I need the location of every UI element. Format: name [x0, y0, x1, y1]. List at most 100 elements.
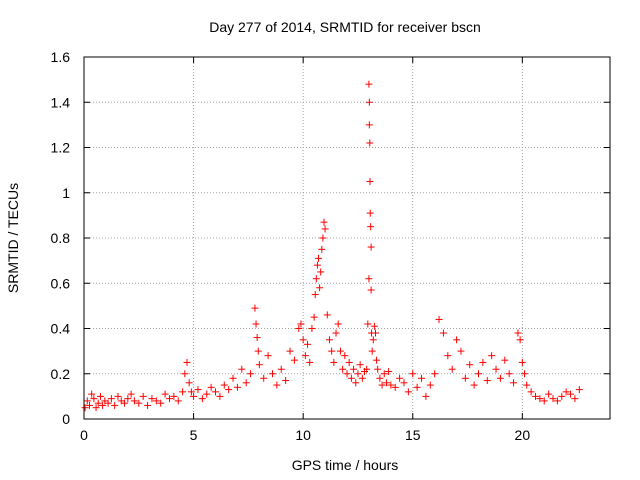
data-point [488, 352, 496, 360]
data-point [496, 374, 504, 382]
data-point [514, 329, 522, 337]
data-point [475, 370, 482, 378]
data-point [444, 352, 452, 360]
data-point [516, 336, 524, 344]
data-point [431, 370, 439, 378]
data-point [325, 336, 333, 344]
data-point [400, 379, 408, 387]
data-point [553, 397, 561, 405]
data-point [183, 358, 191, 366]
data-point [161, 390, 169, 398]
data-point [571, 395, 579, 403]
x-tick-label: 15 [405, 427, 421, 443]
data-point [229, 374, 237, 382]
data-point [190, 392, 198, 400]
data-point [315, 254, 323, 262]
data-point [562, 388, 570, 396]
data-point [185, 379, 193, 387]
y-tick-label: 1.6 [51, 49, 71, 65]
data-point [365, 80, 373, 88]
data-point [518, 358, 526, 366]
y-tick-label: 0.4 [51, 321, 71, 337]
data-point [148, 395, 156, 403]
x-tick-label: 5 [190, 427, 198, 443]
data-point [255, 361, 263, 369]
data-point [320, 218, 328, 226]
data-point [435, 315, 443, 323]
data-point [220, 381, 228, 389]
data-point [321, 225, 329, 233]
x-tick-label: 0 [80, 427, 88, 443]
data-point [144, 401, 152, 409]
data-point [174, 397, 182, 405]
data-point [313, 261, 321, 269]
data-point [510, 379, 518, 387]
data-point [81, 404, 89, 412]
data-point [391, 383, 399, 391]
data-point [83, 397, 91, 405]
y-tick-label: 0.6 [51, 275, 71, 291]
data-point [251, 304, 259, 312]
x-tick-label: 10 [295, 427, 311, 443]
data-point [268, 370, 276, 378]
data-point [207, 383, 215, 391]
data-point [521, 370, 529, 378]
data-point [374, 365, 382, 373]
data-point [301, 352, 309, 360]
y-tick-label: 0.2 [51, 366, 71, 382]
data-point [365, 275, 373, 283]
data-point [336, 347, 344, 355]
data-point [422, 392, 430, 400]
data-points [81, 80, 583, 412]
data-point [341, 352, 349, 360]
data-point [523, 381, 531, 389]
data-point [330, 358, 338, 366]
data-point [311, 291, 319, 299]
data-point [260, 374, 268, 382]
data-point [350, 365, 358, 373]
data-point [242, 379, 250, 387]
data-point [358, 374, 366, 382]
data-point [356, 361, 364, 369]
data-point [380, 370, 388, 378]
axis-ticks: 0 5 10 15 20 0 0.2 0.4 0.6 0.8 1 1.2 1.4 1.6 [51, 49, 610, 443]
data-point [316, 284, 324, 292]
data-point [343, 370, 351, 378]
data-point [264, 352, 272, 360]
data-point [453, 336, 461, 344]
data-point [367, 243, 375, 251]
data-point [567, 390, 575, 398]
data-point [114, 392, 122, 400]
data-point [152, 397, 160, 405]
chart-title: Day 277 of 2014, SRMTID for receiver bsc… [209, 19, 481, 35]
data-point [165, 395, 173, 403]
data-point [347, 374, 355, 382]
y-tick-label: 1.2 [51, 140, 71, 156]
data-point [371, 329, 379, 337]
data-point [295, 325, 303, 332]
data-point [124, 395, 132, 403]
data-point [575, 386, 583, 394]
data-point [181, 370, 189, 378]
data-point [104, 399, 112, 407]
data-point [334, 320, 342, 328]
data-point [139, 392, 147, 400]
data-point [370, 322, 378, 330]
data-point [85, 401, 93, 409]
data-point [339, 365, 347, 373]
data-point [373, 356, 381, 364]
data-point [382, 379, 390, 387]
data-point [88, 390, 96, 398]
x-tick-label: 20 [515, 427, 531, 443]
data-point [170, 392, 178, 400]
data-point [310, 313, 318, 321]
data-point [318, 245, 326, 253]
y-axis-title: SRMTID / TECUs [5, 183, 21, 293]
data-point [365, 98, 373, 106]
data-point [439, 329, 447, 337]
data-point [549, 395, 557, 403]
data-point [308, 325, 316, 332]
data-point [203, 390, 211, 398]
data-point [366, 139, 374, 147]
data-point [273, 381, 281, 389]
